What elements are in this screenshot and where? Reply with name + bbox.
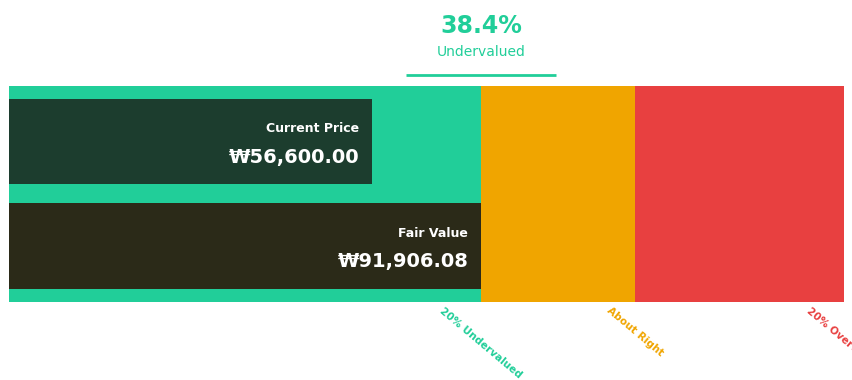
- Bar: [635, 86, 843, 302]
- Bar: [481, 86, 635, 302]
- Text: 20% Undervalued: 20% Undervalued: [437, 306, 523, 380]
- Bar: [9, 203, 481, 289]
- Text: Current Price: Current Price: [266, 122, 360, 135]
- Text: ₩91,906.08: ₩91,906.08: [337, 252, 468, 271]
- Text: About Right: About Right: [605, 306, 665, 358]
- Text: 20% Overvalued: 20% Overvalued: [803, 306, 852, 375]
- Text: Undervalued: Undervalued: [436, 45, 525, 59]
- Text: ₩56,600.00: ₩56,600.00: [228, 147, 360, 166]
- Bar: [9, 99, 371, 184]
- Bar: [9, 86, 481, 302]
- Text: Fair Value: Fair Value: [398, 226, 468, 239]
- Text: 38.4%: 38.4%: [440, 14, 521, 38]
